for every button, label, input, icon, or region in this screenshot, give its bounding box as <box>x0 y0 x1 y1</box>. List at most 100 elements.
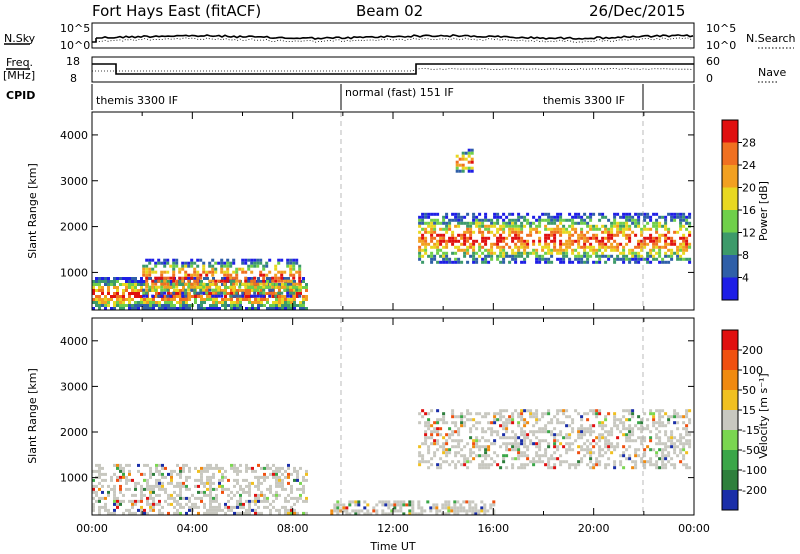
range-cell <box>221 490 224 494</box>
range-cell <box>625 439 629 443</box>
range-cell <box>203 490 206 494</box>
range-cell <box>280 276 284 280</box>
range-cell <box>140 505 143 509</box>
range-cell <box>688 418 692 422</box>
range-cell <box>366 512 370 516</box>
range-cell <box>433 221 437 225</box>
range-cell <box>275 481 278 485</box>
range-cell <box>299 292 302 295</box>
range-cell <box>128 295 131 298</box>
range-cell <box>685 215 689 219</box>
range-cell <box>424 424 428 428</box>
range-cell <box>538 239 542 243</box>
range-cell <box>679 236 683 240</box>
range-cell <box>589 457 593 461</box>
range-cell <box>206 511 209 515</box>
range-cell <box>421 454 425 458</box>
range-cell <box>470 148 474 152</box>
range-cell <box>502 212 506 216</box>
range-cell <box>461 157 465 161</box>
range-cell <box>417 512 421 516</box>
range-cell <box>451 460 455 464</box>
range-cell <box>637 245 641 249</box>
range-cell <box>280 258 284 262</box>
range-cell <box>116 286 119 289</box>
range-cell <box>598 257 602 261</box>
range-cell <box>436 427 440 431</box>
range-cell <box>628 227 632 231</box>
range-cell <box>232 258 236 262</box>
range-cell <box>628 248 632 252</box>
range-cell <box>230 289 233 292</box>
range-cell <box>625 418 629 422</box>
range-cell <box>193 279 197 283</box>
range-cell <box>424 239 428 243</box>
range-cell <box>553 218 557 222</box>
range-cell <box>541 460 545 464</box>
range-cell <box>445 230 449 234</box>
range-cell <box>607 227 611 231</box>
range-cell <box>257 292 260 295</box>
range-cell <box>676 245 680 249</box>
range-cell <box>664 236 668 240</box>
range-cell <box>453 506 457 510</box>
range-cell <box>679 442 683 446</box>
range-cell <box>463 242 467 246</box>
range-cell <box>209 466 212 470</box>
range-cell <box>565 251 569 255</box>
range-cell <box>402 503 406 507</box>
range-cell <box>682 233 686 237</box>
range-cell <box>421 233 425 237</box>
range-cell <box>399 503 403 507</box>
range-cell <box>154 276 158 280</box>
range-cell <box>178 276 182 280</box>
range-cell <box>421 409 425 413</box>
range-cell <box>221 475 224 479</box>
range-cell <box>655 463 659 467</box>
range-cell <box>484 236 488 240</box>
range-cell <box>547 215 551 219</box>
range-cell <box>277 285 281 289</box>
range-cell <box>658 248 662 252</box>
range-cell <box>595 239 599 243</box>
range-cell <box>289 279 293 283</box>
range-cell <box>577 436 581 440</box>
range-cell <box>523 430 527 434</box>
range-cell <box>275 283 278 286</box>
range-cell <box>460 439 464 443</box>
range-cell <box>532 227 536 231</box>
range-cell <box>98 307 101 310</box>
range-cell <box>161 307 164 310</box>
range-cell <box>272 295 275 298</box>
range-cell <box>254 484 257 488</box>
range-cell <box>619 221 623 225</box>
range-cell <box>571 442 575 446</box>
range-cell <box>574 466 578 470</box>
range-cell <box>387 500 391 504</box>
range-cell <box>568 436 572 440</box>
range-cell <box>357 503 361 507</box>
range-cell <box>526 409 530 413</box>
range-cell <box>493 242 497 246</box>
range-cell <box>643 463 647 467</box>
range-cell <box>281 298 284 301</box>
range-cell <box>541 454 545 458</box>
range-cell <box>221 466 224 470</box>
range-cell <box>658 251 662 255</box>
range-cell <box>517 451 521 455</box>
range-cell <box>393 509 397 513</box>
velocity-colorbar-label: Velocity [m s⁻¹] <box>757 373 770 458</box>
range-cell <box>104 478 107 482</box>
range-cell <box>209 298 212 301</box>
noise-panel: N.Sky 10^5 10^0 10^5 10^0 N.Search <box>4 22 796 52</box>
range-cell <box>290 472 293 476</box>
range-cell <box>646 445 650 449</box>
range-cell <box>101 478 104 482</box>
range-cell <box>466 227 470 231</box>
range-cell <box>634 212 638 216</box>
range-cell <box>631 251 635 255</box>
range-cell <box>131 277 134 280</box>
range-cell <box>305 472 308 476</box>
range-cell <box>526 448 530 452</box>
range-cell <box>634 460 638 464</box>
